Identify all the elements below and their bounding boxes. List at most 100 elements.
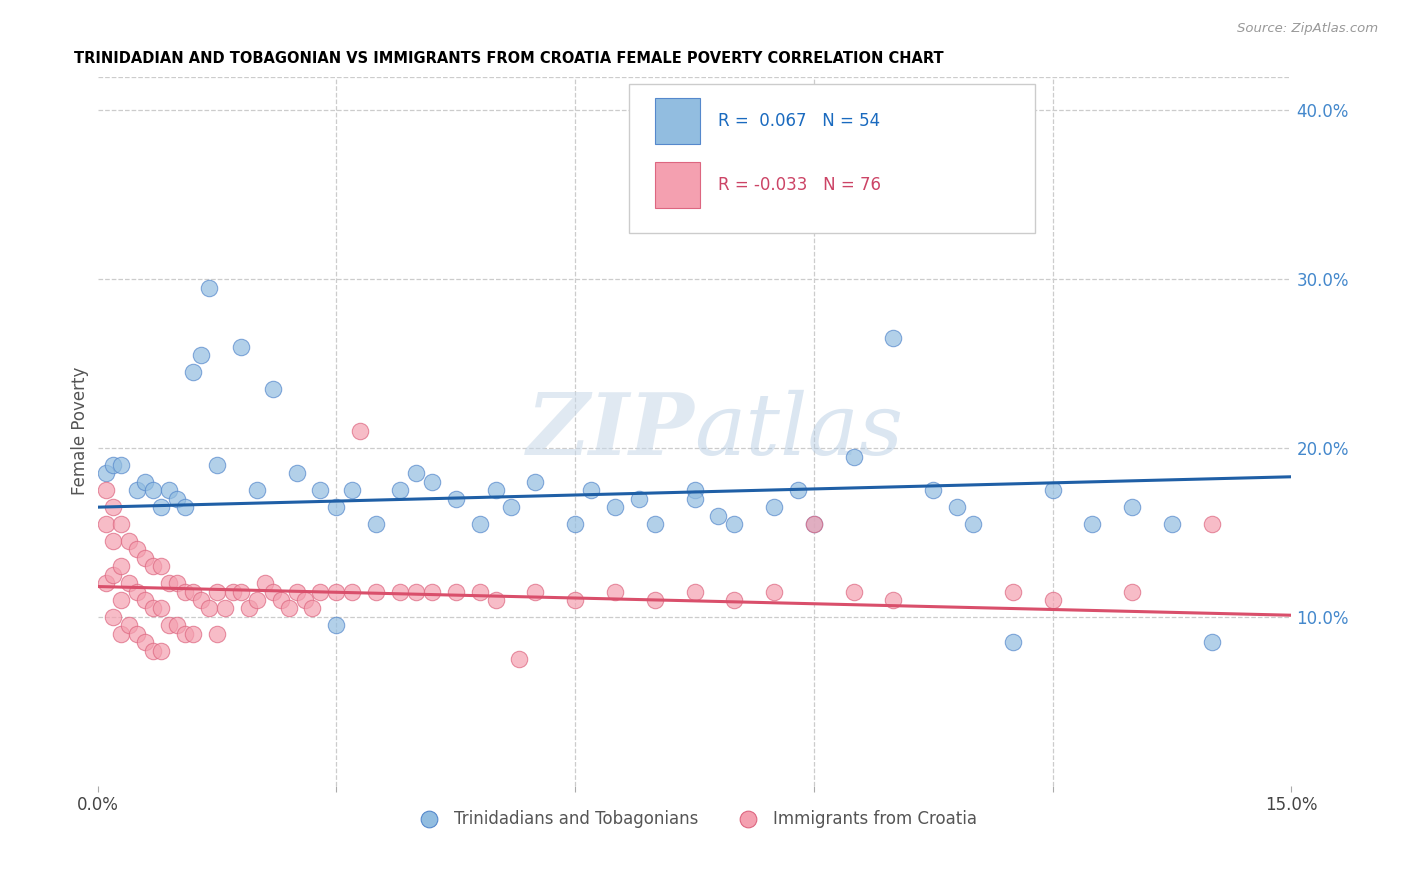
Point [134,635,156,649]
Point [484,593,506,607]
Point [1001,584,1024,599]
Point [174,627,197,641]
Point [420,584,443,599]
Point [468,517,491,532]
Text: atlas: atlas [695,390,904,473]
Point [564,593,586,607]
Point [134,475,156,489]
Point [1201,517,1223,532]
Point [524,475,547,489]
Point [253,576,276,591]
Point [142,601,165,615]
Point [723,517,745,532]
Y-axis label: Female Poverty: Female Poverty [72,367,89,495]
Text: TRINIDADIAN AND TOBAGONIAN VS IMMIGRANTS FROM CROATIA FEMALE POVERTY CORRELATION: TRINIDADIAN AND TOBAGONIAN VS IMMIGRANTS… [73,51,943,66]
Point [205,584,228,599]
FancyBboxPatch shape [628,84,1035,233]
Point [118,533,141,548]
Point [294,593,316,607]
Point [157,618,180,632]
Point [270,593,292,607]
Point [603,500,626,515]
Point [842,584,865,599]
Point [285,467,308,481]
Point [579,483,602,498]
Point [882,593,904,607]
Point [1121,584,1143,599]
Point [389,483,412,498]
Point [110,627,132,641]
Point [103,458,125,472]
Point [127,483,149,498]
Point [882,331,904,345]
Point [285,584,308,599]
Point [127,584,149,599]
Legend: Trinidadians and Tobagonians, Immigrants from Croatia: Trinidadians and Tobagonians, Immigrants… [405,803,984,834]
Point [229,340,252,354]
Point [564,517,586,532]
Point [644,517,666,532]
Point [94,467,117,481]
Point [110,458,132,472]
Point [198,601,221,615]
Point [222,584,245,599]
Point [301,601,323,615]
Point [150,500,173,515]
Point [157,483,180,498]
Point [174,584,197,599]
Point [110,517,132,532]
Text: R =  0.067   N = 54: R = 0.067 N = 54 [718,112,880,130]
Point [134,593,156,607]
Point [501,500,523,515]
Point [420,475,443,489]
Point [366,584,388,599]
Point [150,601,173,615]
Point [644,593,666,607]
Point [763,584,786,599]
Point [683,483,706,498]
Point [127,542,149,557]
Point [157,576,180,591]
Point [1042,483,1064,498]
Point [389,584,412,599]
Point [103,567,125,582]
Point [1161,517,1184,532]
Point [118,576,141,591]
Point [484,483,506,498]
FancyBboxPatch shape [655,161,700,208]
Point [1201,635,1223,649]
Point [166,491,188,506]
Point [723,593,745,607]
Point [342,584,364,599]
Point [150,559,173,574]
Point [142,483,165,498]
Point [342,483,364,498]
Point [150,643,173,657]
Point [842,450,865,464]
Point [277,601,299,615]
Point [707,508,730,523]
Point [1081,517,1104,532]
Point [198,280,221,294]
Point [238,601,260,615]
Point [1042,593,1064,607]
Point [366,517,388,532]
Point [787,483,810,498]
Point [118,618,141,632]
Text: Source: ZipAtlas.com: Source: ZipAtlas.com [1237,22,1378,36]
Point [166,618,188,632]
Point [94,517,117,532]
Point [94,483,117,498]
Point [444,584,467,599]
Point [309,483,332,498]
Point [127,627,149,641]
Point [142,643,165,657]
Point [181,365,204,379]
Point [103,533,125,548]
Point [325,584,347,599]
Point [262,584,284,599]
Point [1001,635,1024,649]
Point [1121,500,1143,515]
Point [166,576,188,591]
Point [181,627,204,641]
